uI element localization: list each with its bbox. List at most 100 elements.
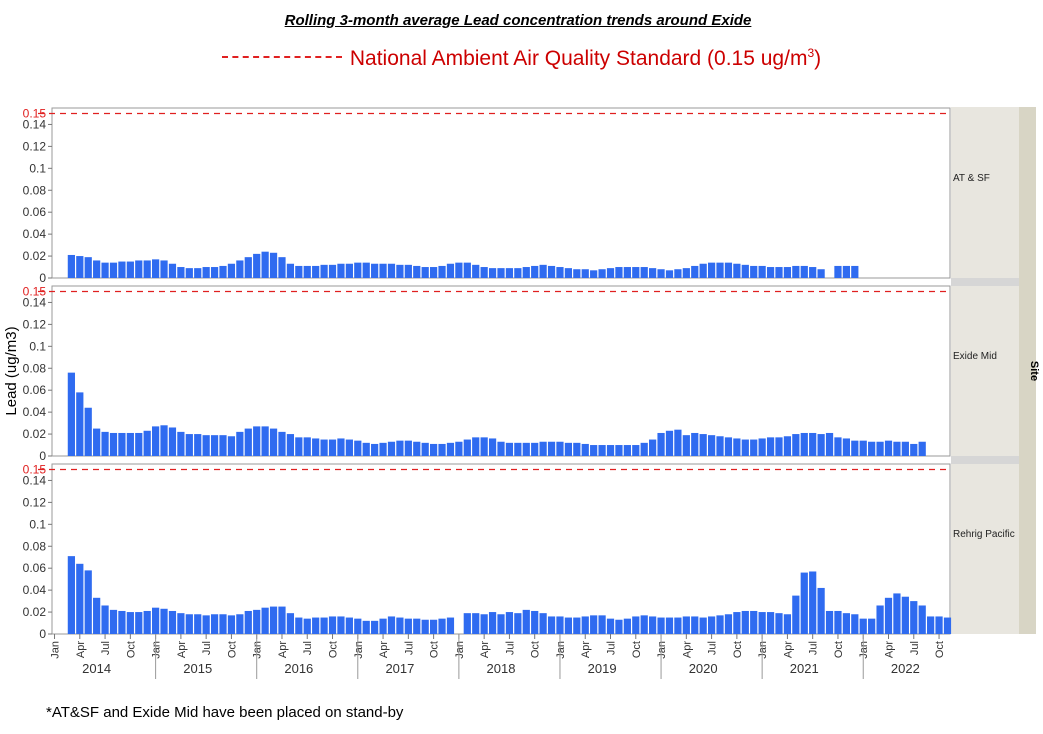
bar [413,441,421,456]
bar [775,267,783,278]
bar [185,268,193,278]
bar [809,432,817,456]
bar [371,620,379,634]
bar [918,441,926,456]
bar [371,263,379,278]
y-tick-label: 0.1 [29,517,46,531]
y-tick-label: 0.02 [23,427,47,441]
x-tick-label: Jul [707,641,719,655]
bar [682,616,690,634]
bar [126,261,134,278]
bar [783,614,792,634]
bar [766,437,775,456]
x-tick-label: Apr [277,641,289,658]
bar [480,614,488,634]
bar [278,257,286,278]
x-tick-label: Jul [808,641,820,655]
bar [379,618,387,634]
bar [202,267,210,278]
x-tick-label: Apr [378,641,390,658]
panel-frame [51,463,951,635]
bar [649,616,657,634]
bar [699,263,707,278]
y-tick-label: 0.04 [23,405,47,419]
bar [362,262,370,278]
site-header-bar [1019,107,1036,634]
bar [859,618,867,634]
bar [463,262,471,278]
year-label: 2018 [487,661,516,676]
bar [261,426,269,456]
bar [716,262,724,278]
bar [775,437,783,456]
bar [168,427,177,456]
bar [834,265,842,278]
bar [396,617,404,634]
bar [505,612,514,634]
bar [67,372,75,456]
y-tick-label: 0 [39,271,46,285]
bar [632,616,640,634]
x-tick-label: Oct [429,641,441,658]
bar [707,616,716,634]
bar [404,618,412,634]
bar [135,432,143,456]
site-axis-label: Site [1028,361,1040,381]
bar [497,268,505,278]
bar [590,270,598,278]
bar [674,269,682,278]
bar [261,251,269,278]
bar [194,434,202,456]
bar [817,434,825,456]
site-label: Exide Mid [953,351,997,362]
bar [396,440,404,456]
bar [295,437,303,456]
x-tick-label: Oct [530,641,542,658]
bar [227,615,236,634]
year-label: 2021 [790,661,819,676]
bar [556,267,564,278]
bar [168,610,177,634]
bar [842,265,850,278]
bar [817,587,825,634]
bar [152,426,160,456]
bar [84,257,92,278]
bar [143,260,151,278]
bar [488,612,497,634]
y-tick-label: 0.06 [23,561,47,575]
bar [691,616,699,634]
year-label: 2014 [82,661,111,676]
bar [657,269,665,278]
y-tick-label: 0.04 [23,227,47,241]
bar [269,606,278,634]
bar [547,441,556,456]
bar [354,262,362,278]
bar [556,616,564,634]
bar [202,615,210,634]
standard-tick-label: 0.15 [23,106,47,120]
bar [758,438,766,456]
bar [615,619,623,634]
y-tick-label: 0 [39,627,46,641]
x-tick-label: Jan [353,641,365,659]
bar [278,606,286,634]
legend-suffix: ) [814,47,822,70]
bar [312,617,320,634]
bar [194,268,202,278]
bar [438,618,446,634]
x-tick-label: Jul [504,641,516,655]
bar [859,440,867,456]
bar [606,445,615,456]
bar [76,392,84,456]
bar [505,268,514,278]
bar [640,442,648,456]
bar [278,431,286,456]
bar [337,438,345,456]
bar [564,442,573,456]
bar [783,267,792,278]
bar [286,263,295,278]
bar [573,442,581,456]
bar [118,610,126,634]
x-tick-label: Apr [884,641,896,658]
x-tick-label: Oct [934,641,946,658]
